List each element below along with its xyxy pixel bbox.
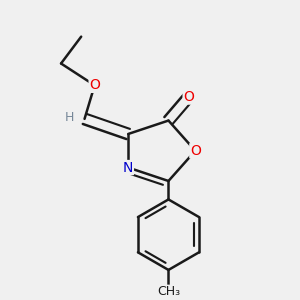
- Text: O: O: [89, 78, 100, 92]
- Text: H: H: [65, 111, 74, 124]
- Text: N: N: [123, 160, 134, 175]
- Text: O: O: [190, 144, 201, 158]
- Text: O: O: [183, 90, 194, 104]
- Text: CH₃: CH₃: [157, 285, 180, 298]
